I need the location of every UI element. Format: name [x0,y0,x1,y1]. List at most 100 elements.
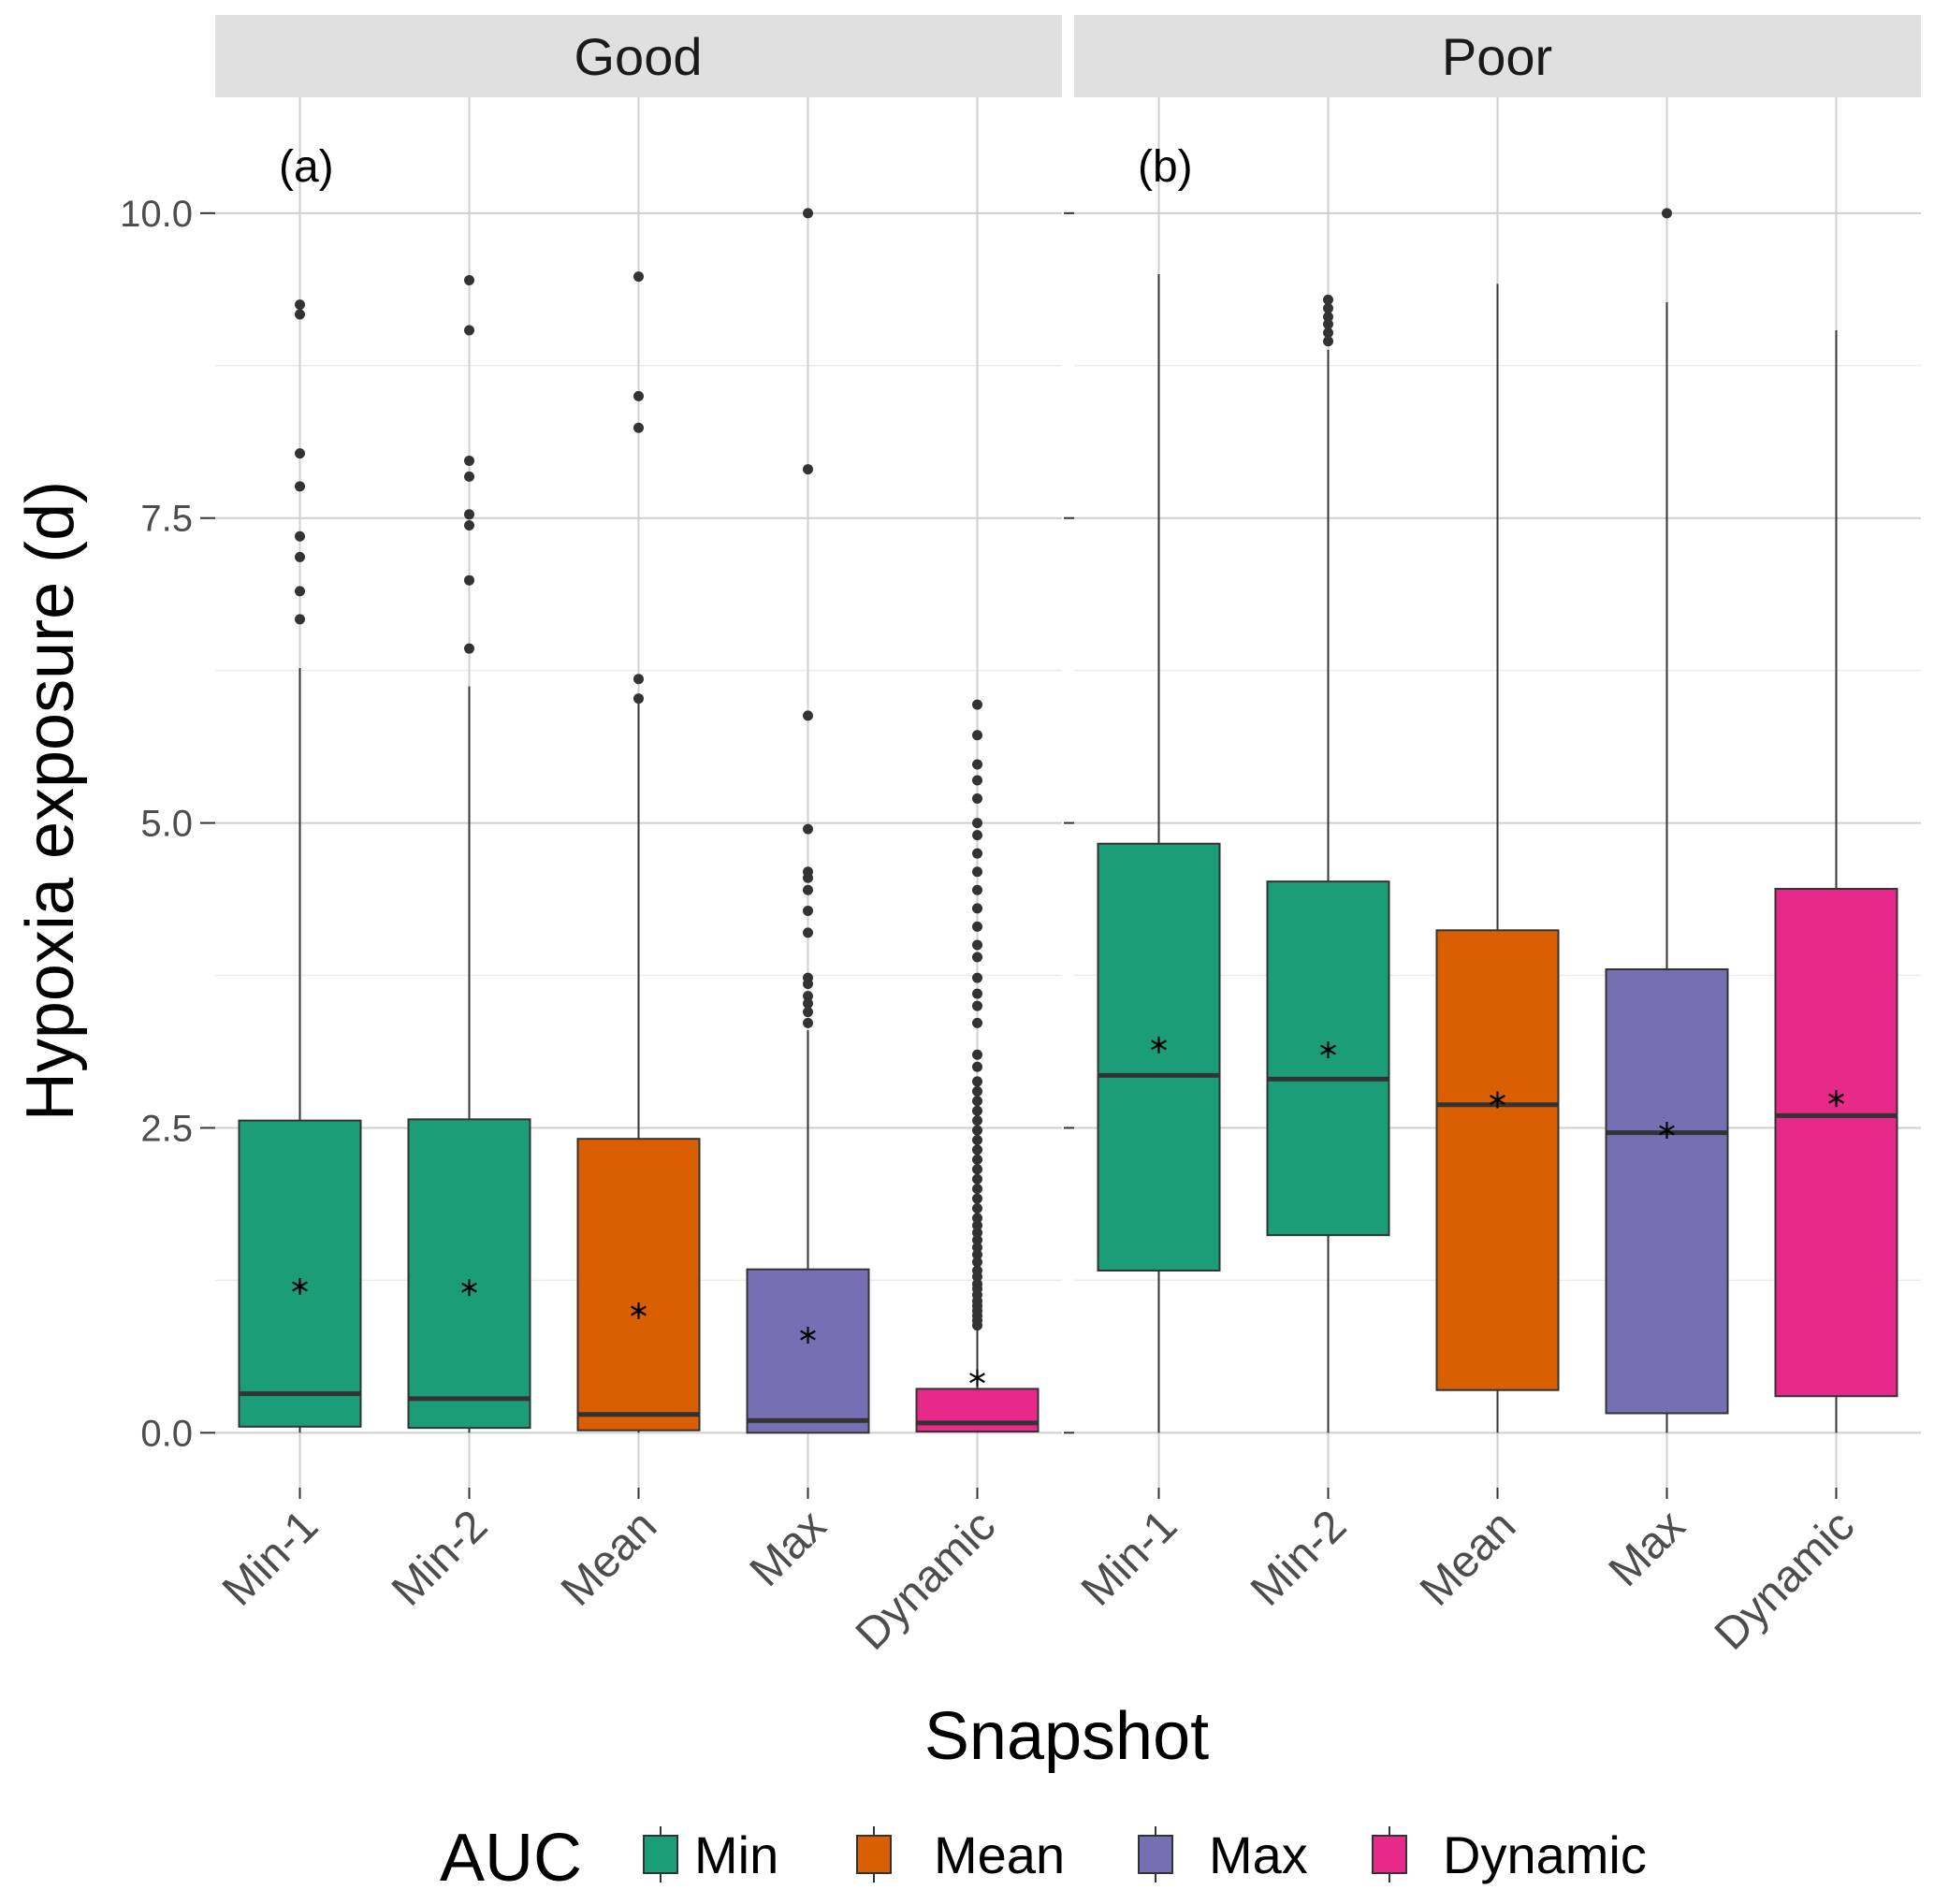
box-outlier [295,481,305,491]
legend-title: AUC [440,1821,582,1896]
box-outlier [972,1203,982,1214]
box-outlier [803,464,813,474]
box-outlier [803,866,813,877]
box-outlier [803,710,813,720]
box-outlier [972,973,982,983]
box-outlier [633,693,644,704]
box-outlier [295,586,305,596]
box-outlier [464,644,474,654]
y-tick-label: 10.0 [120,194,193,235]
box-outlier [295,299,305,310]
box-outlier [972,885,982,895]
box-outlier [464,472,474,482]
y-tick-label: 5.0 [140,804,193,845]
box-body [409,1119,531,1428]
box-outlier [295,614,305,624]
box-outlier [803,906,813,916]
box-outlier [295,531,305,542]
box-outlier [972,1164,982,1174]
box-body [578,1139,700,1431]
box-body [1776,889,1898,1396]
box-outlier [972,1086,982,1097]
box-outlier [972,1018,982,1028]
box-body [1607,969,1728,1413]
box-outlier [803,927,813,937]
facet-strip-poor-label: Poor [1442,27,1552,86]
facet-strip-good-label: Good [574,27,703,86]
box-outlier [972,849,982,859]
box-outlier [295,310,305,320]
box-outlier [972,1213,982,1223]
box-outlier [1323,295,1333,305]
legend-key-min [644,1836,677,1873]
box-outlier [803,1018,813,1028]
box-outlier [972,1184,982,1194]
box-outlier [972,830,982,840]
box-outlier [972,1155,982,1165]
box-body [1268,881,1389,1235]
box-outlier [464,275,474,285]
box-outlier [972,989,982,999]
box-outlier [972,1115,982,1126]
box-outlier [972,1135,982,1145]
box-outlier [972,700,982,710]
box-outlier [972,1050,982,1060]
box-body [748,1270,869,1433]
box-outlier [972,818,982,828]
box-outlier [972,1144,982,1155]
box-outlier [972,793,982,804]
box-outlier [633,271,644,282]
box-outlier [972,1001,982,1011]
legend-label-max: Max [1209,1825,1308,1884]
box-outlier [803,991,813,1001]
panel-tag-a: (a) [279,142,334,192]
box-outlier [633,423,644,433]
facet-strip-good: Good [215,15,1062,97]
box-outlier [972,1126,982,1136]
box-body [240,1121,361,1427]
box-outlier [972,1194,982,1204]
box-outlier [295,448,305,458]
box-outlier [972,939,982,950]
x-axis-title: Snapshot [924,1699,1209,1774]
box-outlier [972,730,982,740]
boxplot-chart: Good Poor (a) (b) 0.02.55.07.510.0 Min-1… [0,0,1934,1904]
legend-key-dynamic [1373,1836,1406,1873]
legend-label-dynamic: Dynamic [1443,1825,1647,1884]
panel-tag-b: (b) [1138,142,1193,192]
box-outlier [295,552,305,562]
box-outlier [972,760,982,770]
box-outlier [464,575,474,586]
panel-poor [1074,97,1921,1488]
box-outlier [803,208,813,218]
box-body [1098,844,1220,1271]
box-outlier [972,1096,982,1106]
box-body [1437,930,1559,1389]
y-tick-label: 2.5 [140,1108,193,1149]
y-tick-label: 0.0 [140,1413,193,1454]
box-outlier [633,391,644,401]
legend-label-min: Min [694,1825,778,1884]
box-outlier [972,775,982,785]
y-axis-title: Hypoxia exposure (d) [13,481,88,1121]
box-outlier [803,885,813,895]
box-outlier [464,456,474,466]
legend-key-max [1139,1836,1172,1873]
box-outlier [972,922,982,932]
box-outlier [633,674,644,684]
legend-label-mean: Mean [934,1825,1065,1884]
box-outlier [803,824,813,835]
facet-strip-poor: Poor [1074,15,1921,97]
box-outlier [1662,208,1672,218]
legend-key-mean [857,1836,891,1873]
box-outlier [464,509,474,519]
box-outlier [972,1106,982,1116]
y-tick-label: 7.5 [140,499,193,540]
panel-good [215,97,1062,1488]
box-outlier [972,1076,982,1086]
box-outlier [972,1174,982,1185]
box-outlier [972,952,982,962]
box-outlier [972,866,982,877]
box-outlier [972,903,982,913]
box-outlier [464,520,474,531]
